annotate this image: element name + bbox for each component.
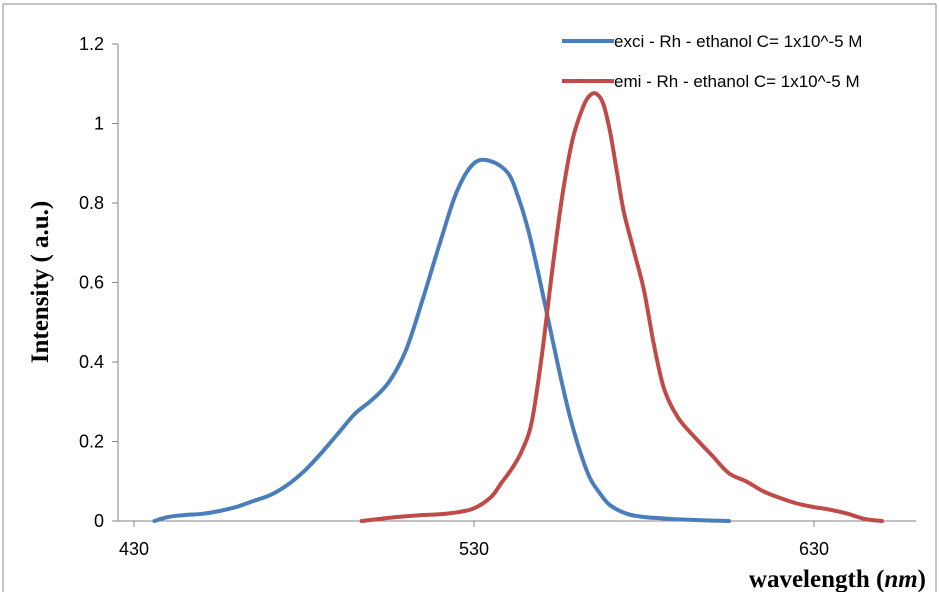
chart-frame: [2, 3, 937, 592]
x-axis-title: wavelength (nm): [749, 566, 926, 592]
y-tick-label: 1: [94, 114, 104, 134]
y-tick-label: 0.8: [79, 193, 104, 213]
x-tick-label: 630: [799, 539, 829, 559]
series-line-excitation: [152, 157, 731, 523]
series-line-emission: [359, 91, 884, 523]
legend-label: emi - Rh - ethanol C= 1x10^-5 M: [614, 72, 860, 91]
x-axis-title-unit: nm: [884, 566, 917, 592]
y-tick-label: 0.4: [79, 352, 104, 372]
y-tick-label: 0.6: [79, 273, 104, 293]
axes: 0 0.2 0.4 0.6 0.8 1 1.2 430 530 630: [79, 34, 916, 559]
y-tick-label: 1.2: [79, 34, 104, 54]
x-axis-title-prefix: wavelength (: [749, 566, 884, 592]
x-axis-title-suffix: ): [918, 566, 926, 592]
x-tick-label: 430: [119, 539, 149, 559]
y-axis-title: Intensity ( a.u.): [27, 201, 54, 364]
series-layer: [152, 91, 884, 523]
legend: exci - Rh - ethanol C= 1x10^-5 M emi - Rh…: [562, 32, 862, 91]
legend-label: exci - Rh - ethanol C= 1x10^-5 M: [614, 32, 862, 51]
y-tick-label: 0.2: [79, 432, 104, 452]
x-tick-label: 530: [459, 539, 489, 559]
y-tick-label: 0: [94, 511, 104, 531]
